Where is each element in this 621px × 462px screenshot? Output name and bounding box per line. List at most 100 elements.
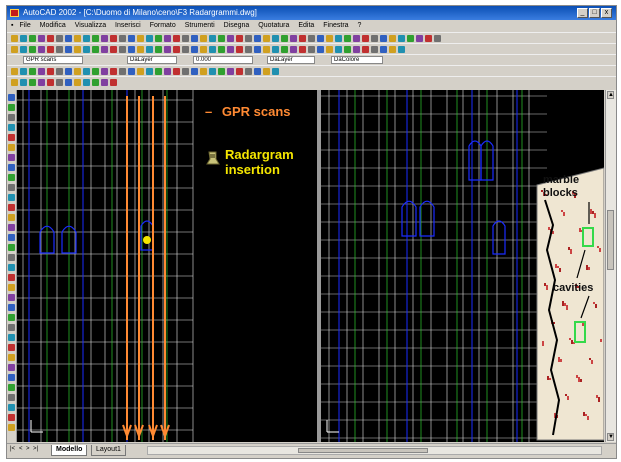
toolbar-tool-icon[interactable] <box>218 35 225 42</box>
toolbar-tool-icon[interactable] <box>191 46 198 53</box>
draw-tool-icon[interactable] <box>8 414 15 421</box>
draw-tool-icon[interactable] <box>8 244 15 251</box>
toolbar-tool-icon[interactable] <box>200 35 207 42</box>
toolbar-tool-icon[interactable] <box>236 68 243 75</box>
toolbar-tool-icon[interactable] <box>281 35 288 42</box>
toolbar-tool-icon[interactable] <box>326 35 333 42</box>
tab-nav-prev[interactable]: < <box>19 446 23 452</box>
toolbar-tool-icon[interactable] <box>272 68 279 75</box>
toolbar-tool-icon[interactable] <box>56 68 63 75</box>
toolbar-tool-icon[interactable] <box>389 46 396 53</box>
draw-tool-icon[interactable] <box>8 384 15 391</box>
toolbar-tool-icon[interactable] <box>254 46 261 53</box>
horizontal-scroll-thumb[interactable] <box>298 448 428 453</box>
draw-tool-icon[interactable] <box>8 374 15 381</box>
toolbar-tool-icon[interactable] <box>128 46 135 53</box>
toolbar-tool-icon[interactable] <box>128 68 135 75</box>
draw-tool-icon[interactable] <box>8 344 15 351</box>
toolbar-tool-icon[interactable] <box>425 35 432 42</box>
draw-tool-icon[interactable] <box>8 164 15 171</box>
menu-quotatura[interactable]: Quotatura <box>258 22 290 29</box>
toolbar-tool-icon[interactable] <box>11 35 18 42</box>
toolbar-tool-icon[interactable] <box>380 35 387 42</box>
draw-tool-icon[interactable] <box>8 104 15 111</box>
toolbar-tool-icon[interactable] <box>65 46 72 53</box>
menu-visualizza[interactable]: Visualizza <box>74 22 107 29</box>
menu-file[interactable]: File <box>19 22 31 29</box>
draw-tool-icon[interactable] <box>8 214 15 221</box>
tab-nav-last[interactable]: >| <box>33 446 39 452</box>
toolbar-tool-icon[interactable] <box>47 79 54 86</box>
menu-edita[interactable]: Edita <box>298 22 315 29</box>
toolbar-tool-icon[interactable] <box>227 35 234 42</box>
toolbar-tool-icon[interactable] <box>209 46 216 53</box>
drawing-canvas[interactable]: – GPR scans Radargram insertion marble b… <box>17 90 604 442</box>
draw-tool-icon[interactable] <box>8 284 15 291</box>
draw-tool-icon[interactable] <box>8 124 15 131</box>
toolbar-tool-icon[interactable] <box>299 46 306 53</box>
toolbar-tool-icon[interactable] <box>200 68 207 75</box>
draw-tool-icon[interactable] <box>8 224 15 231</box>
toolbar-tool-icon[interactable] <box>146 68 153 75</box>
draw-tool-icon[interactable] <box>8 404 15 411</box>
toolbar-tool-icon[interactable] <box>155 68 162 75</box>
toolbar-tool-icon[interactable] <box>362 46 369 53</box>
menu-formato[interactable]: Formato <box>149 22 176 29</box>
toolbar-tool-icon[interactable] <box>92 46 99 53</box>
toolbar-tool-icon[interactable] <box>74 46 81 53</box>
draw-tool-icon[interactable] <box>8 94 15 101</box>
toolbar-tool-icon[interactable] <box>290 46 297 53</box>
toolbar-tool-icon[interactable] <box>29 68 36 75</box>
toolbar-tool-icon[interactable] <box>92 68 99 75</box>
toolbar-tool-icon[interactable] <box>326 46 333 53</box>
toolbar-tool-icon[interactable] <box>254 35 261 42</box>
toolbar-tool-icon[interactable] <box>155 35 162 42</box>
vertical-scroll-thumb[interactable] <box>607 210 614 270</box>
toolbar-tool-icon[interactable] <box>65 35 72 42</box>
toolbar-tool-icon[interactable] <box>65 79 72 86</box>
maximize-button[interactable]: □ <box>589 8 600 18</box>
toolbar-tool-icon[interactable] <box>245 46 252 53</box>
toolbar-tool-icon[interactable] <box>317 46 324 53</box>
linetype-combo[interactable]: DaLayer <box>127 56 177 64</box>
toolbar-tool-icon[interactable] <box>236 46 243 53</box>
toolbar-tool-icon[interactable] <box>416 35 423 42</box>
toolbar-tool-icon[interactable] <box>407 35 414 42</box>
draw-tool-icon[interactable] <box>8 354 15 361</box>
toolbar-tool-icon[interactable] <box>146 46 153 53</box>
tab-modello[interactable]: Modello <box>51 445 88 456</box>
draw-tool-icon[interactable] <box>8 184 15 191</box>
draw-tool-icon[interactable] <box>8 324 15 331</box>
toolbar-tool-icon[interactable] <box>263 68 270 75</box>
draw-tool-icon[interactable] <box>8 364 15 371</box>
toolbar-tool-icon[interactable] <box>182 68 189 75</box>
toolbar-tool-icon[interactable] <box>20 68 27 75</box>
toolbar-tool-icon[interactable] <box>29 79 36 86</box>
toolbar-tool-icon[interactable] <box>344 35 351 42</box>
toolbar-tool-icon[interactable] <box>191 35 198 42</box>
toolbar-tool-icon[interactable] <box>218 68 225 75</box>
toolbar-tool-icon[interactable] <box>20 35 27 42</box>
toolbar-tool-icon[interactable] <box>101 46 108 53</box>
toolbar-tool-icon[interactable] <box>29 46 36 53</box>
toolbar-tool-icon[interactable] <box>173 35 180 42</box>
toolbar-tool-icon[interactable] <box>110 46 117 53</box>
toolbar-tool-icon[interactable] <box>290 35 297 42</box>
toolbar-tool-icon[interactable] <box>56 46 63 53</box>
toolbar-tool-icon[interactable] <box>254 68 261 75</box>
toolbar-tool-icon[interactable] <box>11 46 18 53</box>
toolbar-tool-icon[interactable] <box>74 35 81 42</box>
toolbar-tool-icon[interactable] <box>380 46 387 53</box>
menu-modifica[interactable]: Modifica <box>39 22 66 29</box>
toolbar-tool-icon[interactable] <box>56 35 63 42</box>
tab-nav-next[interactable]: > <box>26 446 30 452</box>
toolbar-tool-icon[interactable] <box>137 35 144 42</box>
toolbar-tool-icon[interactable] <box>263 35 270 42</box>
toolbar-tool-icon[interactable] <box>38 35 45 42</box>
toolbar-tool-icon[interactable] <box>155 46 162 53</box>
toolbar-tool-icon[interactable] <box>281 46 288 53</box>
toolbar-tool-icon[interactable] <box>218 46 225 53</box>
scale-combo[interactable]: 0.000 <box>193 56 253 64</box>
menu-disegna[interactable]: Disegna <box>223 22 250 29</box>
layer-combo[interactable]: GPR scans <box>23 56 83 64</box>
